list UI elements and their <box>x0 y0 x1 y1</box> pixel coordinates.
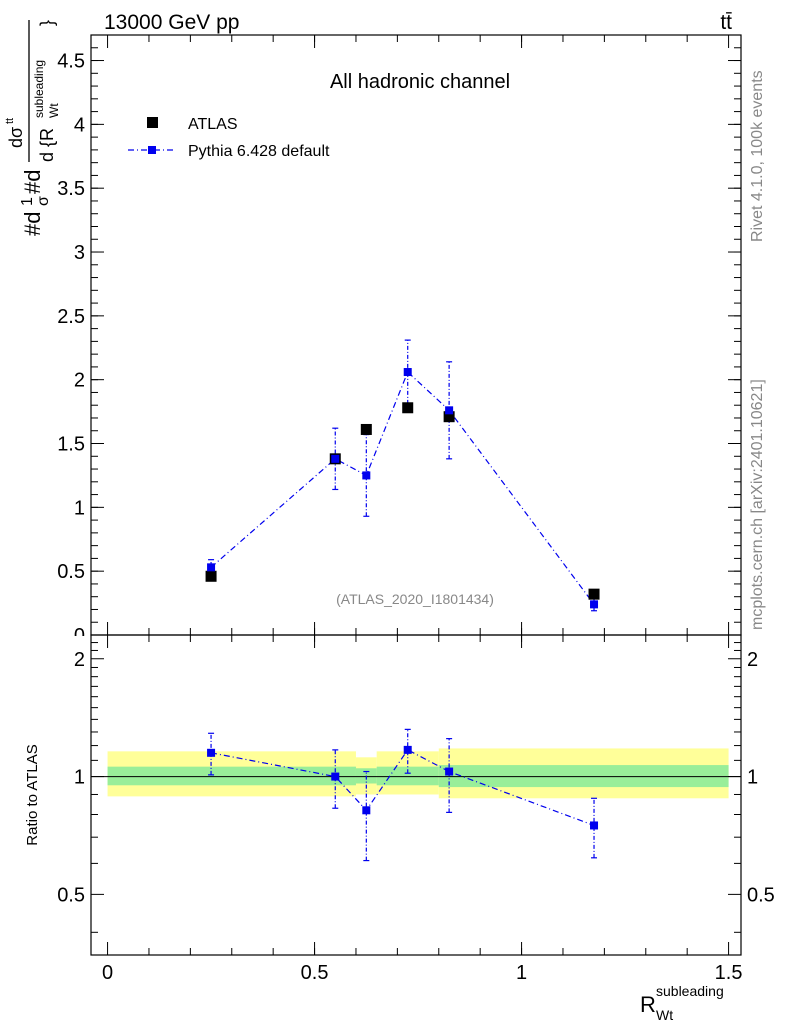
ratio-ytick-label: 1 <box>74 767 85 789</box>
header-energy-label: 13000 GeV pp <box>104 11 239 34</box>
ratio-ytick-label: 0.5 <box>57 884 85 906</box>
main-ytick-label: 1 <box>74 497 85 519</box>
ratio-ytick-label: 2 <box>74 649 85 671</box>
ylabel-frac-num: 1 <box>19 197 36 206</box>
xlabel-R: R <box>640 992 656 1017</box>
ratio-xtick-label: 1 <box>516 962 527 984</box>
pythia-point <box>331 454 340 463</box>
ratio-line <box>210 749 595 827</box>
analysis-watermark: (ATLAS_2020_I1801434) <box>336 591 494 607</box>
atlas-point <box>588 588 600 600</box>
pythia-point <box>403 368 412 377</box>
main-ytick-label: 3 <box>74 242 85 264</box>
rivet-version-label: Rivet 4.1.0, 100k events <box>749 70 766 242</box>
ratio-ytick-label-right: 1 <box>747 767 758 789</box>
main-ytick-label: 2.5 <box>57 306 85 328</box>
ratio-uncertainty-band <box>107 766 356 786</box>
ylabel-dsigma-sup: tt <box>4 118 16 124</box>
ylabel-brace: } <box>37 20 57 26</box>
header-process-label: tt̄ <box>720 11 732 34</box>
ratio-point <box>207 748 216 757</box>
ratio-panel: 0.5 0.5 1 1 2 2 0 0.5 1 1.5 <box>57 634 775 984</box>
atlas-point <box>443 411 455 423</box>
pythia-point <box>362 471 371 480</box>
ratio-point <box>445 767 454 776</box>
ylabel-dsigma: dσ <box>6 127 26 148</box>
legend-atlas-label: ATLAS <box>188 116 238 133</box>
pythia-point <box>590 600 599 609</box>
mcplots-label: mcplots.cern.ch [arXiv:2401.10621] <box>749 379 766 630</box>
ylabel-frac-den: σ <box>35 196 52 206</box>
main-ytick-label: 4 <box>74 114 85 136</box>
pythia-line <box>210 370 595 605</box>
main-ytick-label: 4.5 <box>57 51 85 73</box>
ratio-xtick-label: 0.5 <box>301 962 329 984</box>
ratio-point <box>362 806 371 815</box>
ylabel-d1: #d <box>20 212 45 236</box>
main-panel: All hadronic channel (ATLAS_2020_I180143… <box>57 34 742 647</box>
ratio-uncertainty-band <box>376 766 439 786</box>
ratio-point <box>590 821 599 830</box>
legend: ATLAS Pythia 6.428 default <box>128 116 330 160</box>
ratio-xtick-label: 0 <box>102 962 113 984</box>
ratio-ytick-label-right: 0.5 <box>747 884 775 906</box>
main-ytick-label: 1.5 <box>57 434 85 456</box>
atlas-point <box>360 423 372 435</box>
ratio-xtick-label: 1.5 <box>715 962 743 984</box>
ratio-ytick-label-right: 2 <box>747 649 758 671</box>
xlabel-sup: subleading <box>656 983 724 999</box>
main-ytick-label: 2 <box>74 370 85 392</box>
ratio-ylabel: Ratio to ATLAS <box>24 744 41 845</box>
ratio-frame <box>90 634 742 956</box>
pythia-point <box>207 563 216 572</box>
ylabel-dR: d {R <box>37 128 57 162</box>
atlas-point <box>205 570 217 582</box>
ratio-point <box>403 745 412 754</box>
xlabel: R subleading Wt <box>640 983 724 1023</box>
ylabel-dR-sup: subleading <box>32 60 46 118</box>
ylabel-d2: #d <box>20 170 45 194</box>
main-ytick-label: 0.5 <box>57 561 85 583</box>
legend-pythia-label: Pythia 6.428 default <box>188 143 330 160</box>
legend-pythia-marker <box>148 146 156 154</box>
main-ylabel: #d 1 σ #d dσ tt d {R subleading Wt } <box>4 20 61 236</box>
xlabel-sub: Wt <box>656 1007 673 1023</box>
chart-title: All hadronic channel <box>330 71 510 93</box>
main-ytick-label-zero: 0 <box>74 625 85 647</box>
ratio-point <box>331 772 340 781</box>
pythia-point <box>445 406 454 415</box>
legend-atlas-marker <box>147 117 158 128</box>
atlas-point <box>402 402 414 414</box>
ylabel-dR-sub: Wt <box>47 103 61 118</box>
main-ytick-label: 3.5 <box>57 178 85 200</box>
